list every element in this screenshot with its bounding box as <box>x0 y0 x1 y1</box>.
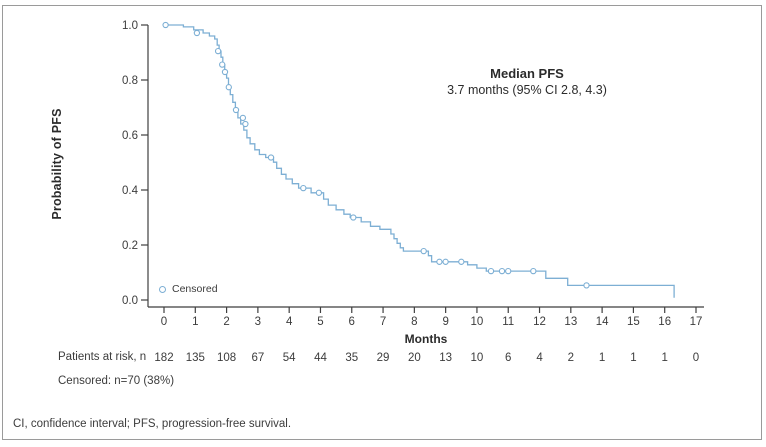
annotation-title: Median PFS <box>490 66 564 81</box>
x-tick-label: 1 <box>192 316 198 328</box>
x-tick-label: 15 <box>627 316 640 328</box>
risk-count: 20 <box>408 352 421 364</box>
risk-count: 6 <box>505 352 511 364</box>
annotation-value: 3.7 months (95% CI 2.8, 4.3) <box>447 83 607 97</box>
censor-mark-icon <box>232 106 240 114</box>
censor-mark-icon <box>530 267 537 275</box>
x-tick-label: 0 <box>161 316 167 328</box>
censor-mark-icon <box>498 267 506 275</box>
censor-mark-icon <box>315 189 323 196</box>
censor-mark-icon <box>350 214 357 221</box>
censor-mark-icon <box>436 258 443 265</box>
risk-count: 1 <box>599 352 605 364</box>
censor-mark-icon <box>193 29 201 37</box>
legend-censored: Censored <box>159 283 218 295</box>
risk-count: 54 <box>283 352 296 364</box>
censored-note: Censored: n=70 (38%) <box>58 375 175 387</box>
x-tick-label: 8 <box>411 316 417 328</box>
censor-mark-icon <box>487 267 495 275</box>
x-tick-label: 5 <box>317 316 323 328</box>
censor-mark-icon <box>505 267 512 275</box>
censor-mark-icon <box>242 120 249 128</box>
y-tick-label: 0.4 <box>122 185 139 197</box>
censor-mark-icon <box>458 258 465 265</box>
x-tick-label: 12 <box>533 316 546 328</box>
risk-count: 29 <box>377 352 390 364</box>
risk-count: 10 <box>471 352 484 364</box>
median-pfs-annotation: Median PFS 3.7 months (95% CI 2.8, 4.3) <box>447 66 607 97</box>
censor-mark-icon <box>300 184 307 192</box>
risk-count: 2 <box>568 352 574 364</box>
x-tick-label: 3 <box>255 316 261 328</box>
risk-count: 1 <box>662 352 668 364</box>
x-tick-label: 6 <box>349 316 355 328</box>
km-curve <box>164 24 675 298</box>
censor-mark-icon <box>221 68 229 76</box>
censored-marker-icon <box>159 285 166 293</box>
y-tick-label: 1.0 <box>122 20 138 32</box>
legend-label: Censored <box>172 283 218 295</box>
risk-count: 13 <box>439 352 452 364</box>
abbreviations-footnote: CI, confidence interval; PFS, progressio… <box>13 418 292 430</box>
x-axis-title: Months <box>404 332 448 346</box>
risk-count: 4 <box>536 352 543 364</box>
x-tick-label: 10 <box>471 316 484 328</box>
y-axis-title: Probability of PFS <box>50 108 64 220</box>
x-tick-label: 4 <box>286 316 293 328</box>
x-tick-label: 7 <box>380 316 386 328</box>
risk-count: 44 <box>314 352 327 364</box>
censor-mark-icon <box>162 21 169 29</box>
censor-mark-icon <box>239 114 247 122</box>
y-tick-label: 0.8 <box>122 75 138 87</box>
x-tick-label: 16 <box>658 316 671 328</box>
risk-count: 135 <box>186 352 205 364</box>
x-tick-label: 17 <box>690 316 703 328</box>
x-tick-label: 13 <box>564 316 577 328</box>
risk-count: 182 <box>154 352 173 364</box>
y-tick-label: 0.2 <box>122 240 138 252</box>
censor-mark-icon <box>442 258 449 265</box>
risk-count: 1 <box>630 352 636 364</box>
x-tick-label: 2 <box>223 316 229 328</box>
risk-count: 35 <box>345 352 358 364</box>
x-tick-label: 11 <box>502 316 514 328</box>
censor-mark-icon <box>219 61 226 68</box>
risk-count: 67 <box>251 352 264 364</box>
censor-mark-icon <box>583 282 590 289</box>
censor-mark-icon <box>420 247 427 255</box>
x-tick-label: 9 <box>442 316 448 328</box>
risk-count: 0 <box>693 352 699 364</box>
censor-mark-icon <box>225 84 232 91</box>
patients-at-risk-label: Patients at risk, n <box>58 351 147 363</box>
y-tick-label: 0.6 <box>122 130 138 142</box>
censor-mark-icon <box>267 154 275 161</box>
y-tick-label: 0.0 <box>122 295 138 307</box>
x-tick-label: 14 <box>596 316 609 328</box>
risk-count: 108 <box>217 352 236 364</box>
censor-mark-icon <box>214 47 222 55</box>
